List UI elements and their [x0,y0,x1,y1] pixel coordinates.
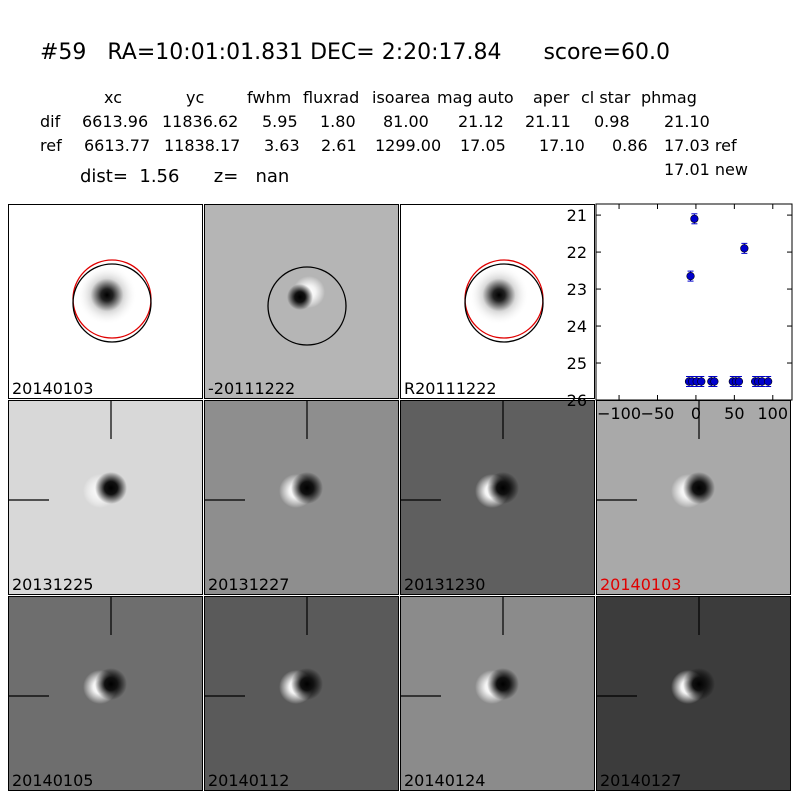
cell: 17.10 [539,136,585,155]
y-tick-label: 22 [567,243,587,262]
aperture-circle-black [267,266,347,346]
image-stamp: -20111222 [204,204,399,399]
data-point [740,244,749,253]
cell: 6613.96 [82,112,149,131]
data-point [690,214,699,223]
data-point [710,377,719,386]
negative-residual [95,668,127,700]
cell: 81.00 [383,112,429,131]
stamp-image [9,401,127,508]
stamp-date-label: 20140127 [600,771,682,790]
stamp-image [205,597,323,704]
stamp-date-label: 20140105 [12,771,94,790]
cell: 21.12 [458,112,504,131]
cell: 0.86 [612,136,648,155]
image-stamp: 20131230 [400,400,595,595]
stamp-date-label: R20111222 [404,379,497,398]
stamp-date-label: -20111222 [208,379,296,398]
cell: 11838.17 [164,136,241,155]
row-name: ref [40,136,62,155]
x-tick-label: −50 [641,404,675,423]
data-point [697,377,706,386]
col-header-fwhm: fwhm [247,88,292,107]
col-header-mag-auto: mag auto [437,88,514,107]
aperture-circle-black [72,263,152,343]
y-tick-label: 21 [567,206,587,225]
cell: 5.95 [262,112,298,131]
image-stamp: 20140112 [204,596,399,791]
y-tick-label: 26 [567,391,587,410]
image-stamp: 20140127 [596,596,791,791]
aperture-circle-black [464,263,544,343]
negative-residual [487,668,519,700]
stamp-date-label: 20131227 [208,575,290,594]
image-stamp: 20140103 [8,204,203,399]
image-stamp: 20131225 [8,400,203,595]
negative-residual [291,472,323,504]
col-header-fluxrad: fluxrad [303,88,360,107]
cell: 1299.00 [375,136,442,155]
negative-residual [683,668,715,700]
cell: 1.80 [320,112,356,131]
data-point [764,377,773,386]
plot-frame [595,203,793,401]
col-header-phmag: phmag [641,88,697,107]
image-stamp: 20131227 [204,400,399,595]
source-blob [77,265,137,325]
stamp-image [9,597,127,704]
negative-residual [287,284,313,310]
negative-residual [683,472,715,504]
page-title: #59 RA=10:01:01.831 DEC= 2:20:17.84 scor… [40,40,670,65]
image-stamp: 20140103 [596,400,791,595]
stamp-date-label: 20140112 [208,771,290,790]
stamp-date-label: 20131230 [404,575,486,594]
stamp-image [205,401,323,508]
col-header-isoarea: isoarea [372,88,431,107]
negative-residual [487,472,519,504]
stamp-image [464,259,544,343]
col-header-cl-star: cl star [581,88,631,107]
image-stamp: 20140105 [8,596,203,791]
x-tick-label: 0 [691,404,701,423]
data-point [686,272,695,281]
cell: 0.98 [594,112,630,131]
cell: 6613.77 [84,136,151,155]
light-curve-plot: 21 22 23 24 25 26 −100 −50 0 50 100 [567,203,793,423]
data-point [734,377,744,386]
x-tick-label: 50 [724,404,744,423]
stamp-image [401,597,519,704]
cell: 17.03 ref [664,136,737,155]
cell: 17.05 [460,136,506,155]
col-header-xc: xc [104,88,122,107]
cell: 21.11 [525,112,571,131]
negative-residual [291,668,323,700]
cell: 21.10 [664,112,710,131]
cell: 11836.62 [162,112,239,131]
stamp-date-label: 20140124 [404,771,486,790]
x-tick-label: 100 [758,404,789,423]
y-tick-label: 24 [567,317,587,336]
source-blob [469,265,529,325]
cell: 3.63 [264,136,300,155]
dist-z-line: dist= 1.56 z= nan [80,166,290,187]
col-header-aper: aper [533,88,570,107]
col-header-yc: yc [186,88,205,107]
stamp-image [72,259,152,343]
y-tick-label: 23 [567,280,587,299]
image-stamp: 20140124 [400,596,595,791]
image-stamp: R20111222 [400,204,595,399]
stamp-date-label: 20131225 [12,575,94,594]
cell: 2.61 [321,136,357,155]
y-tick-label: 25 [567,354,587,373]
stamp-image [597,401,715,508]
stamp-date-label: 20140103 [12,379,94,398]
row-name: dif [40,112,61,131]
negative-residual [95,472,127,504]
stamp-image [597,597,715,704]
stamp-image [267,266,347,346]
new-mag-label: 17.01 new [664,160,748,179]
x-tick-label: −100 [597,404,641,423]
stamp-date-label: 20140103 [600,575,682,594]
stamp-image [401,401,519,508]
